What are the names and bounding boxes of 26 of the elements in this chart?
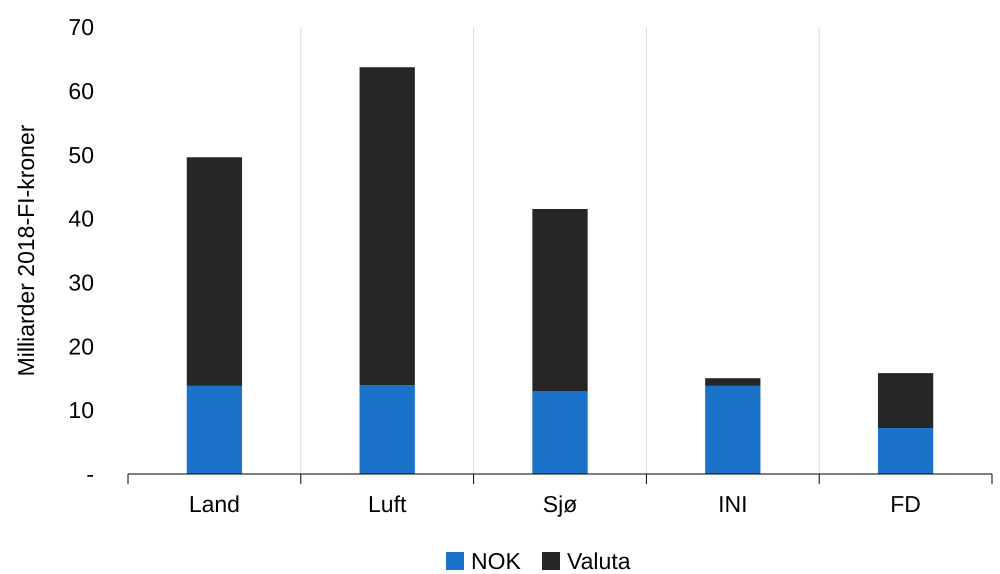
y-axis-title: Milliarder 2018-FI-kroner: [13, 124, 39, 376]
y-tick-label: 40: [68, 206, 94, 232]
y-tick-label: 60: [68, 78, 94, 104]
x-tick-label: Land: [188, 491, 240, 517]
x-tick-label: FD: [890, 491, 921, 517]
bar: [878, 373, 934, 428]
y-tick-label: 10: [68, 397, 94, 424]
bar: [186, 157, 242, 386]
x-tick-label: INI: [718, 491, 748, 517]
y-tick-label: 20: [68, 333, 94, 360]
x-tick-label: Luft: [368, 491, 407, 517]
legend-label: Valuta: [567, 548, 631, 574]
bar: [705, 378, 760, 386]
bar: [360, 67, 415, 386]
bar: [878, 428, 934, 474]
bar: [360, 385, 415, 474]
bar: [532, 390, 588, 474]
bar: [705, 386, 760, 474]
bar: [186, 386, 242, 474]
y-tick-label: -: [86, 461, 94, 488]
x-tick-label: Sjø: [542, 491, 578, 517]
y-tick-label: 50: [68, 142, 94, 168]
bar: [532, 208, 588, 391]
y-tick-label: 70: [68, 14, 94, 40]
y-tick-label: 30: [68, 269, 94, 296]
legend-label: NOK: [471, 548, 522, 574]
